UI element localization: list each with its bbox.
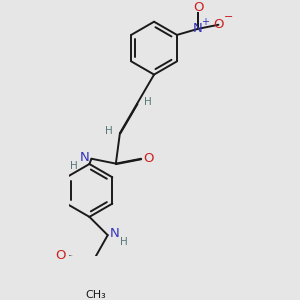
Text: O: O bbox=[56, 249, 66, 262]
Text: O: O bbox=[143, 152, 154, 165]
Text: H: H bbox=[120, 238, 128, 248]
Text: H: H bbox=[70, 161, 78, 171]
Text: +: + bbox=[201, 16, 209, 26]
Text: N: N bbox=[79, 151, 89, 164]
Text: O: O bbox=[193, 1, 203, 14]
Text: CH₃: CH₃ bbox=[85, 290, 106, 300]
Text: N: N bbox=[193, 22, 203, 35]
Text: H: H bbox=[145, 97, 152, 107]
Text: H: H bbox=[105, 126, 112, 136]
Text: −: − bbox=[224, 12, 233, 22]
Text: O: O bbox=[213, 18, 224, 31]
Text: N: N bbox=[110, 227, 120, 240]
